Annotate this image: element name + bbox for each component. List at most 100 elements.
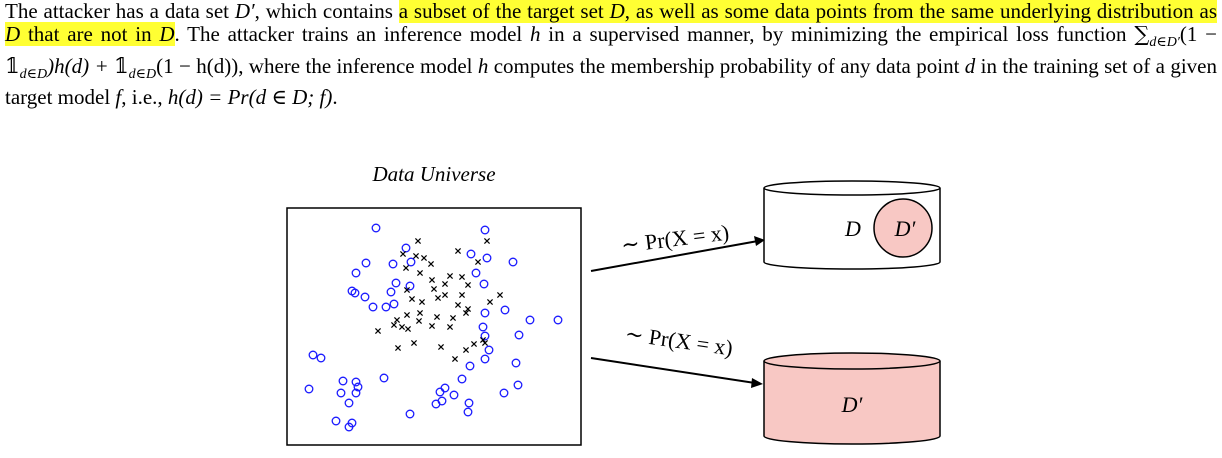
cross-point <box>451 355 459 363</box>
cross-point <box>446 272 454 280</box>
circle-point <box>457 374 467 384</box>
paper-paragraph: The attacker has a data set D′, which co… <box>5 0 1217 110</box>
circle-point <box>449 390 459 400</box>
circle-point <box>344 422 354 432</box>
circle-point <box>435 387 445 397</box>
universe-box <box>286 207 582 446</box>
cross-point <box>415 317 423 325</box>
math-sub: d∈D <box>19 66 48 82</box>
circle-point <box>478 322 488 332</box>
bottom-cylinder-label: D′ <box>841 392 864 417</box>
math-indicator: 𝟙 <box>114 53 129 78</box>
text: , where the inference model <box>238 53 478 78</box>
circle-point <box>500 305 510 315</box>
arrow-bottom-head <box>751 378 763 388</box>
circle-point <box>479 279 489 289</box>
circle-point <box>463 407 473 417</box>
cross-point <box>481 339 489 347</box>
circle-point <box>406 257 416 267</box>
cross-point <box>390 321 398 329</box>
circle-point <box>431 399 441 409</box>
cross-point <box>410 339 418 347</box>
circle-point <box>508 257 518 267</box>
cross-point <box>486 298 494 306</box>
cross-point <box>449 314 457 322</box>
circle-point <box>388 259 398 269</box>
circle-point <box>480 308 490 318</box>
math: )h(d) + <box>47 53 115 78</box>
circle-point <box>499 388 509 398</box>
cross-point <box>446 323 454 331</box>
cross-point <box>474 258 482 266</box>
circle-point <box>465 361 475 371</box>
circle-point <box>471 268 481 278</box>
text: computes the membership probability of a… <box>488 53 965 78</box>
cross-point <box>394 344 402 352</box>
math-dprime: D′ <box>234 0 255 23</box>
cross-point <box>412 252 420 260</box>
cross-point <box>433 313 441 321</box>
cross-point <box>479 336 487 344</box>
inner-subset-label: D′ <box>894 216 917 241</box>
cross-point <box>441 291 449 299</box>
circle-point <box>381 302 391 312</box>
cross-point <box>402 264 410 272</box>
cross-point <box>454 247 462 255</box>
math: (1 − <box>1179 22 1217 47</box>
cross-point <box>403 311 411 319</box>
math-sub: d∈D′ <box>1149 35 1180 51</box>
math-d: d <box>964 53 976 78</box>
text: in a supervised manner, by minimizing th… <box>540 22 1135 47</box>
circle-points <box>304 223 563 432</box>
top-cylinder-label: D <box>844 216 861 241</box>
circle-point <box>480 331 490 341</box>
math-indicator: 𝟙 <box>5 53 20 78</box>
circle-point <box>389 299 399 309</box>
circle-point <box>351 377 361 387</box>
circle-point <box>391 278 401 288</box>
circle-point <box>553 315 563 325</box>
circle-point <box>336 388 346 398</box>
circle-point <box>304 384 314 394</box>
arrow-top-head <box>754 236 765 246</box>
circle-point <box>347 286 357 296</box>
cross-point <box>403 286 411 294</box>
math-h: h <box>530 22 541 47</box>
bottom-cylinder: D′ <box>763 352 941 445</box>
circle-point <box>482 253 492 263</box>
circle-point <box>405 409 415 419</box>
circle-point <box>351 388 361 398</box>
inner-subset-circle <box>873 198 933 258</box>
cross-point <box>374 327 382 335</box>
cross-point <box>408 295 416 303</box>
cross-point <box>441 280 449 288</box>
cross-point <box>428 276 436 284</box>
circle-point <box>513 380 523 390</box>
circle-point <box>466 249 476 259</box>
circle-point <box>308 350 318 360</box>
cross-point <box>428 322 436 330</box>
cross-point <box>483 237 491 245</box>
arrow-bottom <box>590 357 756 384</box>
math-sum: ∑ <box>1134 22 1150 47</box>
universe-label: Data Universe <box>371 162 495 186</box>
cross-point <box>464 305 472 313</box>
circle-point <box>361 258 371 268</box>
text: in the training set of a given target mo… <box>5 53 1217 110</box>
cross-point <box>418 298 426 306</box>
circle-point <box>511 358 521 368</box>
top-cylinder: D D′ <box>763 180 941 270</box>
cross-point <box>414 237 422 245</box>
cross-point <box>458 291 466 299</box>
text: , which contains <box>254 0 399 23</box>
circle-point <box>525 315 535 325</box>
cross-point <box>458 273 466 281</box>
circle-point <box>405 281 415 291</box>
circle-point <box>480 354 490 364</box>
cross-point <box>437 343 445 351</box>
cross-point <box>393 316 401 324</box>
cross-point <box>420 254 428 262</box>
cross-point <box>454 301 462 309</box>
circle-point <box>353 382 363 392</box>
text: The attacker has a data set <box>5 0 235 23</box>
